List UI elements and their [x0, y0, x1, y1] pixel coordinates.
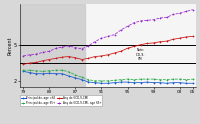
Y-axis label: Percent: Percent: [7, 36, 12, 55]
Legend: Principal dx, age <65, Principal dx, age 65+, Any dx (ICD-9-CM), Any dx (ICD-9-C: Principal dx, age <65, Principal dx, age…: [20, 95, 102, 106]
Text: Note:
ICD-9-
CM: Note: ICD-9- CM: [136, 48, 145, 61]
Bar: [20, 4, 85, 87]
